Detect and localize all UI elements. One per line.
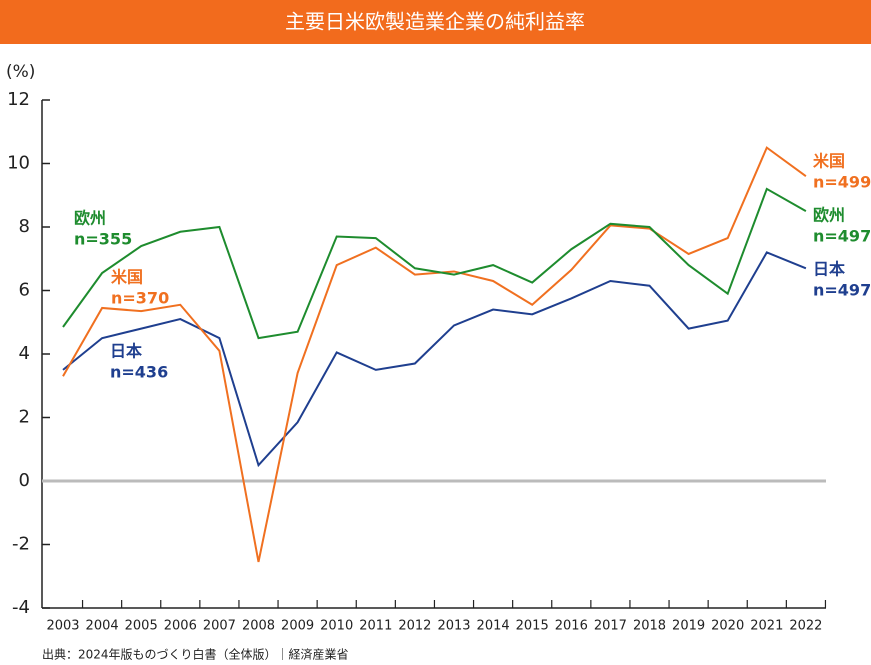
series-annotation: 欧州 [74, 209, 106, 228]
series-line [62, 146, 807, 563]
x-tick-label: 2015 [516, 619, 549, 634]
y-tick-label: 10 [7, 153, 30, 174]
y-tick-label: 8 [19, 216, 30, 237]
title-banner [0, 0, 871, 44]
x-tick-label: 2011 [359, 619, 392, 634]
y-tick-label: 4 [19, 343, 30, 364]
chart-title: 主要日米欧製造業企業の純利益率 [285, 10, 585, 34]
series-annotation: n=370 [111, 289, 169, 308]
x-tick-label: 2019 [672, 619, 705, 634]
series-annotation: 米国 [111, 268, 143, 287]
x-tick-label: 2017 [594, 619, 627, 634]
x-tick-label: 2007 [203, 619, 236, 634]
series-line [62, 187, 807, 340]
series-annotation: n=355 [74, 230, 132, 249]
series-annotation: 日本 [110, 342, 142, 361]
x-tick-label: 2005 [125, 619, 158, 634]
x-tick-label: 2018 [633, 619, 666, 634]
series-annotation: 米国 [813, 152, 845, 171]
x-tick-label: 2020 [711, 619, 744, 634]
series-annotation: 日本 [813, 260, 845, 279]
x-tick-label: 2014 [477, 619, 510, 634]
x-tick-label: 2004 [86, 619, 119, 634]
y-tick-label: 6 [19, 280, 30, 301]
x-tick-label: 2016 [555, 619, 588, 634]
x-tick-label: 2022 [789, 619, 822, 634]
x-tick-label: 2003 [46, 619, 79, 634]
y-tick-label: -4 [12, 597, 30, 618]
source: 出典：2024年版ものづくり白書（全体版）｜経済産業省 [42, 647, 349, 662]
x-tick-label: 2012 [398, 619, 431, 634]
series-line [62, 251, 807, 468]
y-tick-label: 0 [19, 470, 30, 491]
series-annotation: n=497 [813, 227, 871, 246]
series-annotation: 欧州 [813, 206, 845, 225]
series-annotation: n=436 [110, 363, 168, 382]
series-annotation: n=497 [813, 281, 871, 300]
y-tick-label: -2 [12, 534, 30, 555]
y-tick-label: 2 [19, 407, 30, 428]
x-tick-label: 2021 [750, 619, 783, 634]
y-axis-label: (%) [6, 62, 35, 82]
series-annotation: n=499 [813, 173, 871, 192]
x-tick-label: 2010 [320, 619, 353, 634]
x-tick-label: 2006 [164, 619, 197, 634]
x-tick-label: 2013 [437, 619, 470, 634]
x-tick-label: 2008 [242, 619, 275, 634]
y-tick-label: 12 [7, 89, 30, 110]
x-tick-label: 2009 [281, 619, 314, 634]
